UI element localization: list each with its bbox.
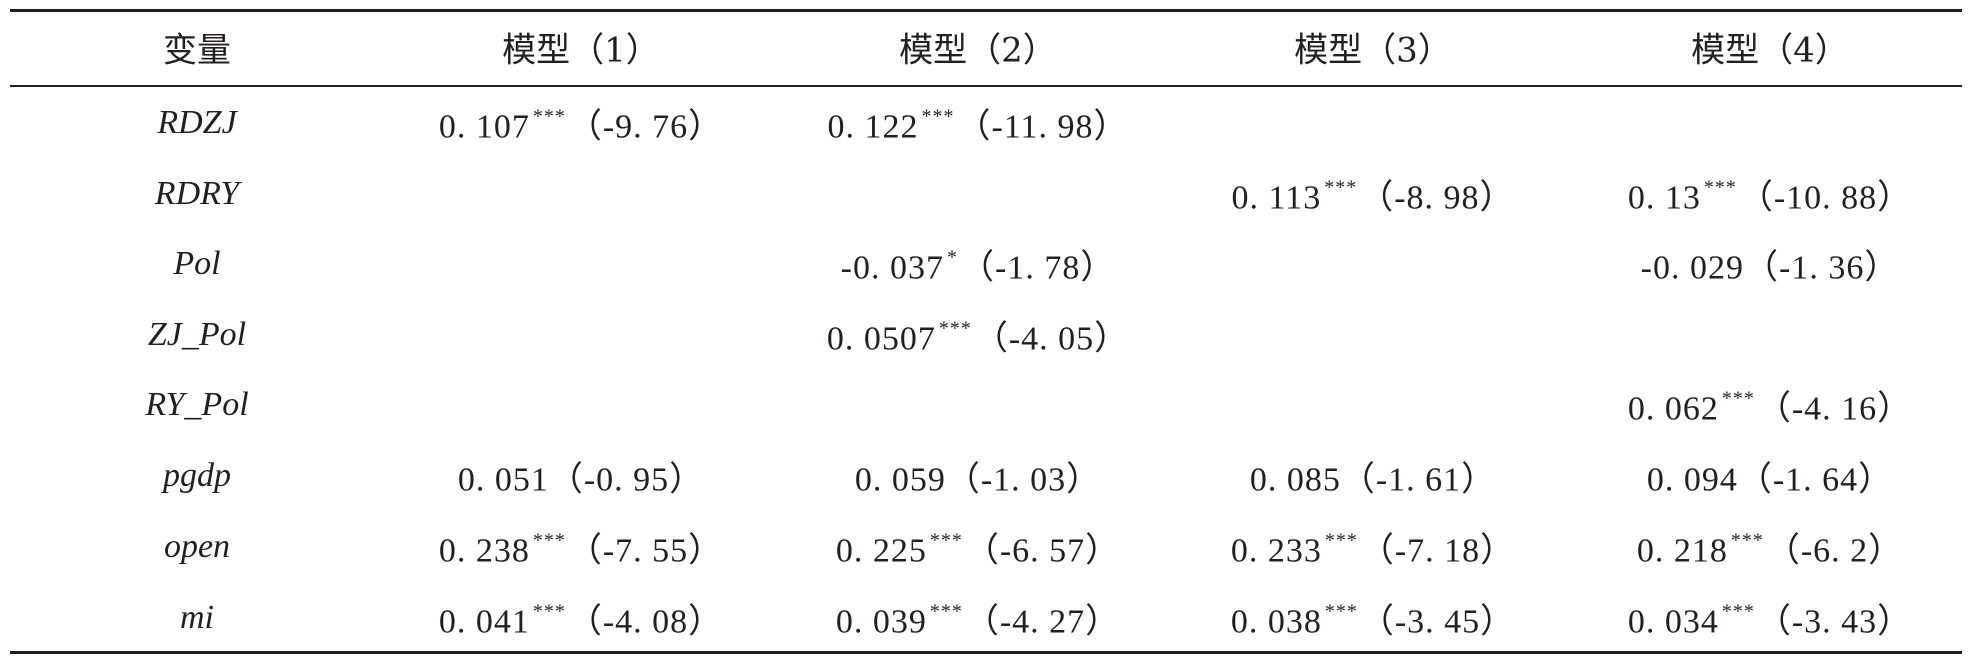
t-statistic: （-6. 2） [1765, 532, 1904, 570]
coefficient: 0. 122 [827, 108, 919, 146]
table-cell-model-4: 0. 218 ***（-6. 2） [1637, 523, 1903, 572]
table-cell-model-3: 0. 038 ***（-3. 45） [1231, 594, 1515, 643]
t-statistic: （-4. 05） [973, 320, 1130, 358]
coefficient: 0. 233 [1230, 532, 1322, 570]
t-statistic: （-3. 43） [1756, 603, 1913, 641]
table-cell-model-3: 0. 233 ***（-7. 18） [1231, 523, 1515, 572]
t-statistic: （-4. 08） [567, 603, 724, 641]
coefficient: 0. 107 [438, 108, 530, 146]
header-variable: 变量 [163, 30, 231, 71]
coefficient: 0. 038 [1230, 603, 1322, 641]
table-cell-model-2: 0. 0507 ***（-4. 05） [827, 311, 1129, 360]
table-cell-model-4: 0. 062 ***（-4. 16） [1628, 381, 1912, 430]
coefficient: 0. 13 [1627, 179, 1701, 217]
t-statistic: （-1. 36） [1744, 249, 1900, 287]
significance-stars: *** [1324, 176, 1358, 199]
t-statistic: （-3. 45） [1359, 603, 1516, 641]
t-statistic: （-11. 98） [956, 108, 1129, 146]
significance-stars: *** [921, 105, 955, 128]
header-model-4: 模型（4） [1691, 30, 1849, 71]
table-top-rule [10, 9, 1962, 12]
table-cell-model-4: 0. 094（-1. 64） [1647, 452, 1893, 501]
t-statistic: （-1. 61） [1340, 461, 1497, 499]
header-model-1: 模型（1） [502, 30, 660, 71]
table-cell-model-2: 0. 225 ***（-6. 57） [836, 523, 1120, 572]
table-header-rule [10, 85, 1962, 87]
variable-name: Pol [173, 245, 221, 282]
t-statistic: （-10. 88） [1738, 179, 1913, 217]
t-statistic: （-4. 16） [1756, 390, 1913, 428]
table-cell-model-4: 0. 034 ***（-3. 43） [1628, 594, 1912, 643]
table-cell-model-2: 0. 122 ***（-11. 98） [827, 99, 1128, 148]
coefficient: 0. 041 [438, 603, 530, 641]
variable-name: open [163, 528, 231, 565]
table-cell-model-3: 0. 085（-1. 61） [1250, 452, 1496, 501]
t-statistic: （-6. 57） [964, 532, 1121, 570]
table-cell-model-4: 0. 13 ***（-10. 88） [1628, 170, 1912, 219]
coefficient: 0. 051 [457, 461, 549, 499]
table-cell-model-4: -0. 029（-1. 36） [1641, 240, 1900, 289]
table-cell-model-1: 0. 107 ***（-9. 76） [439, 99, 723, 148]
variable-name: mi [180, 599, 214, 636]
variable-name: ZJ_Pol [147, 316, 247, 353]
t-statistic: （-7. 55） [567, 532, 724, 570]
header-model-2: 模型（2） [899, 30, 1057, 71]
table-cell-model-2: 0. 059（-1. 03） [855, 452, 1101, 501]
significance-stars: *** [532, 529, 566, 552]
coefficient: -0. 029 [1640, 249, 1744, 287]
table-cell-model-1: 0. 238 ***（-7. 55） [439, 523, 723, 572]
variable-name: RY_Pol [145, 386, 249, 423]
significance-stars: *** [1730, 529, 1764, 552]
significance-stars: *** [929, 529, 963, 552]
table-cell-model-3: 0. 113 ***（-8. 98） [1231, 170, 1514, 219]
t-statistic: （-1. 64） [1737, 461, 1894, 499]
coefficient: 0. 113 [1231, 179, 1322, 217]
variable-name: pgdp [163, 457, 231, 494]
t-statistic: （-0. 95） [548, 461, 705, 499]
significance-stars: *** [532, 600, 566, 623]
significance-stars: *** [1703, 176, 1737, 199]
significance-stars: *** [938, 317, 972, 340]
t-statistic: （-8. 98） [1359, 179, 1515, 217]
variable-name: RDZJ [157, 104, 237, 141]
table-cell-model-2: 0. 039 ***（-4. 27） [836, 594, 1120, 643]
t-statistic: （-7. 18） [1359, 532, 1516, 570]
table-cell-model-1: 0. 041 ***（-4. 08） [439, 594, 723, 643]
coefficient: 0. 238 [438, 532, 530, 570]
t-statistic: （-4. 27） [964, 603, 1121, 641]
significance-stars: *** [1324, 529, 1358, 552]
coefficient: 0. 094 [1646, 461, 1738, 499]
significance-stars: *** [1721, 600, 1755, 623]
significance-stars: *** [1324, 600, 1358, 623]
coefficient: 0. 0507 [826, 320, 936, 358]
t-statistic: （-9. 76） [567, 108, 724, 146]
t-statistic: （-1. 78） [960, 249, 1116, 287]
coefficient: 0. 039 [835, 603, 927, 641]
coefficient: 0. 059 [854, 461, 946, 499]
coefficient: -0. 037 [840, 249, 944, 287]
table-cell-model-1: 0. 051（-0. 95） [458, 452, 704, 501]
significance-stars: *** [1721, 387, 1755, 410]
t-statistic: （-1. 03） [945, 461, 1102, 499]
significance-stars: * [947, 246, 958, 269]
coefficient: 0. 085 [1249, 461, 1341, 499]
significance-stars: *** [929, 600, 963, 623]
coefficient: 0. 034 [1627, 603, 1719, 641]
significance-stars: *** [532, 105, 566, 128]
coefficient: 0. 218 [1636, 532, 1728, 570]
variable-name: RDRY [154, 175, 240, 212]
coefficient: 0. 062 [1627, 390, 1719, 428]
coefficient: 0. 225 [835, 532, 927, 570]
table-cell-model-2: -0. 037 *（-1. 78） [841, 240, 1116, 289]
header-model-3: 模型（3） [1294, 30, 1452, 71]
table-bottom-rule [10, 651, 1962, 654]
